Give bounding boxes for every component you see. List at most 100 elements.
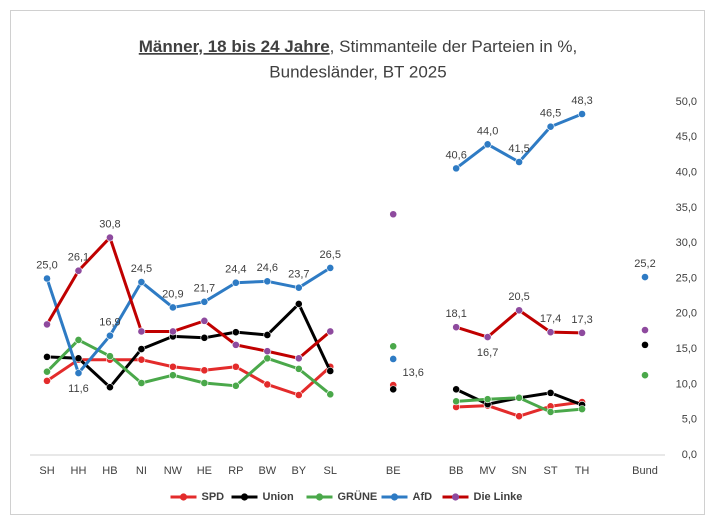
legend-item: Die Linke (442, 491, 523, 503)
data-point (168, 327, 177, 336)
data-point (515, 158, 524, 166)
data-label: 24,6 (257, 262, 278, 274)
legend-label: AfD (413, 491, 433, 503)
data-point (294, 300, 303, 308)
data-point (546, 408, 555, 416)
y-tick-label: 50,0 (676, 96, 697, 108)
data-point (74, 266, 83, 275)
data-label: 23,7 (288, 269, 309, 281)
series: 25,0 11,6 16,9 24,5 20,9 21,7 24,4 24,6 23,7 26,5… (36, 95, 655, 395)
data-point (43, 352, 51, 361)
data-point (294, 391, 303, 399)
x-tick-label: BY (291, 465, 306, 477)
data-point (515, 393, 524, 402)
data-point (74, 369, 83, 378)
data-point (200, 333, 209, 342)
data-point (43, 320, 51, 329)
y-tick-label: 40,0 (676, 167, 697, 179)
data-point (263, 380, 272, 389)
y-tick-label: 15,0 (676, 343, 697, 355)
y-tick-label: 45,0 (676, 131, 697, 143)
data-point (326, 327, 335, 336)
title-part: , Stimmanteile der Parteien in %, (330, 37, 578, 56)
data-label: 24,4 (225, 264, 246, 276)
x-tick-label: RP (228, 465, 243, 477)
data-point (483, 333, 492, 341)
chart-title: Männer, 18 bis 24 Jahre, Stimmanteile de… (139, 37, 577, 56)
x-tick-label: MV (479, 465, 496, 477)
data-point (641, 273, 649, 281)
y-tick-label: 20,0 (676, 308, 697, 320)
data-point (294, 283, 303, 292)
series (43, 336, 649, 416)
data-point (200, 316, 209, 325)
data-point (546, 388, 555, 397)
data-point (137, 327, 146, 336)
data-point (43, 367, 51, 376)
x-tick-label: Bund (632, 465, 658, 477)
legend-label: Die Linke (474, 491, 523, 503)
legend-marker (179, 493, 188, 501)
data-point (231, 328, 240, 337)
x-tick-label: SN (511, 465, 526, 477)
data-point (294, 354, 303, 363)
data-point (200, 379, 209, 387)
data-label: 11,6 (68, 383, 89, 395)
data-point (106, 331, 114, 340)
data-point (389, 342, 398, 351)
series (43, 355, 586, 421)
data-point (389, 385, 398, 394)
data-point (263, 347, 272, 356)
data-point (483, 140, 492, 149)
data-point (452, 385, 461, 394)
x-tick-label: ST (544, 465, 558, 477)
data-label: 21,7 (194, 283, 215, 295)
data-point (231, 362, 240, 371)
data-point (200, 366, 209, 375)
data-point (43, 376, 51, 385)
x-tick-label: HH (71, 465, 87, 477)
data-label: 18,1 (445, 308, 466, 320)
data-point (231, 340, 240, 349)
data-point (515, 306, 524, 315)
y-tick-label: 25,0 (676, 272, 697, 284)
data-point (106, 383, 114, 392)
x-tick-label: HB (102, 465, 117, 477)
legend-marker (315, 493, 324, 501)
data-point (578, 110, 586, 118)
data-point (452, 323, 461, 332)
data-point (546, 328, 555, 337)
y-tick-label: 0,0 (682, 449, 697, 461)
legend-marker (451, 493, 460, 501)
data-point (137, 379, 146, 387)
legend-item: Union (231, 491, 294, 503)
data-label: 41,5 (508, 143, 529, 155)
legend-label: Union (263, 491, 294, 503)
legend-item: AfD (381, 491, 433, 503)
data-point (106, 233, 114, 242)
x-tick-label: HE (197, 465, 212, 477)
data-point (263, 277, 272, 286)
x-tick-label: BE (386, 465, 401, 477)
data-point (231, 381, 240, 390)
data-point (326, 264, 335, 272)
data-point (137, 355, 146, 364)
data-point (263, 331, 272, 339)
data-point (168, 362, 177, 371)
data-label: 26,5 (320, 249, 341, 261)
data-point (483, 395, 492, 404)
data-label: 16,7 (477, 347, 498, 359)
data-point (641, 326, 649, 334)
legend-label: GRÜNE (338, 490, 378, 503)
data-point (641, 340, 649, 349)
data-label: 44,0 (477, 125, 498, 137)
data-label: 46,5 (540, 108, 561, 120)
data-label: 25,0 (36, 259, 57, 271)
chart-frame (10, 10, 705, 515)
x-tick-label: NW (164, 465, 183, 477)
legend-marker (390, 493, 399, 501)
data-point (168, 371, 177, 380)
data-point (200, 297, 209, 306)
data-label: 16,9 (99, 317, 120, 329)
